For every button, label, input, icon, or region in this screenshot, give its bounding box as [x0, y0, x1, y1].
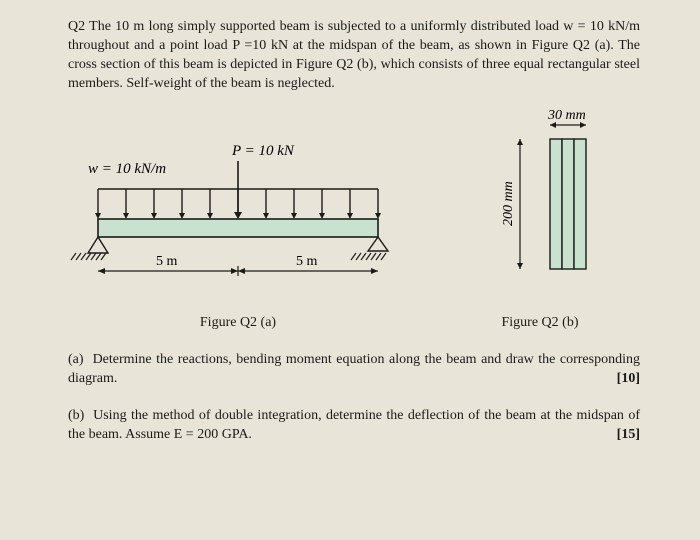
part-a-marks: [10] [617, 370, 640, 389]
part-a: (a) Determine the reactions, bending mom… [68, 351, 640, 389]
question-prefix: Q2 [68, 19, 85, 34]
figure-a-container: w = 10 kN/m P = 10 kN 5 m 5 m Figure Q2 (a) [68, 124, 408, 334]
svg-text:5 m: 5 m [156, 254, 178, 269]
figure-b-diagram: 30 mm 200 mm [440, 104, 640, 294]
part-b-label: (b) [68, 408, 84, 423]
svg-text:5 m: 5 m [296, 254, 318, 269]
svg-text:30 mm: 30 mm [547, 108, 586, 123]
svg-text:P = 10 kN: P = 10 kN [231, 143, 295, 159]
question-statement: Q2 The 10 m long simply supported beam i… [68, 18, 640, 94]
figure-a-diagram: w = 10 kN/m P = 10 kN 5 m 5 m [68, 124, 408, 294]
part-b: (b) Using the method of double integrati… [68, 407, 640, 445]
figure-row: w = 10 kN/m P = 10 kN 5 m 5 m Figure Q2 (a)… [68, 104, 640, 334]
part-a-label: (a) [68, 352, 84, 367]
question-body: The 10 m long simply supported beam is s… [68, 19, 640, 91]
figure-b-container: 30 mm 200 mm Figure Q2 (b) [440, 104, 640, 334]
svg-text:200 mm: 200 mm [501, 181, 516, 226]
figure-a-caption: Figure Q2 (a) [68, 314, 408, 333]
part-b-marks: [15] [617, 426, 640, 445]
svg-text:w = 10 kN/m: w = 10 kN/m [88, 161, 166, 177]
part-a-text: Determine the reactions, bending moment … [68, 352, 640, 386]
part-b-text: Using the method of double integration, … [68, 408, 640, 442]
figure-b-caption: Figure Q2 (b) [440, 314, 640, 333]
